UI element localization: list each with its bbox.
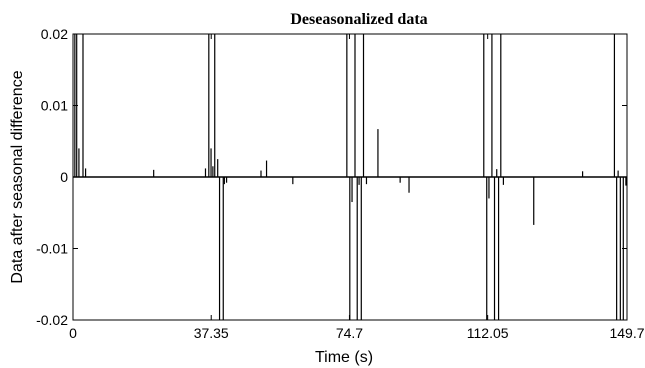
x-tick-label: 149.7 <box>609 325 644 341</box>
x-axis-label: Time (s) <box>315 349 373 366</box>
y-tick-label: 0.01 <box>41 98 68 114</box>
y-tick-label: 0.02 <box>41 26 68 42</box>
x-tick-label: 0 <box>69 325 77 341</box>
data-layer <box>73 34 627 320</box>
y-tick-label: -0.01 <box>36 241 68 257</box>
x-tick-label: 37.35 <box>194 325 229 341</box>
y-ticks: 0.02 0.01 0 -0.01 -0.02 <box>36 26 627 328</box>
x-tick-label: 74.7 <box>336 325 363 341</box>
x-tick-label: 112.05 <box>467 325 509 341</box>
chart-title: Deseasonalized data <box>290 11 427 28</box>
y-tick-label: 0 <box>60 169 68 185</box>
y-tick-label: -0.02 <box>36 312 68 328</box>
x-ticks: 0 37.35 74.7 112.05 149.7 <box>69 34 645 341</box>
y-axis-label: Data after seasonal difference <box>9 70 26 283</box>
